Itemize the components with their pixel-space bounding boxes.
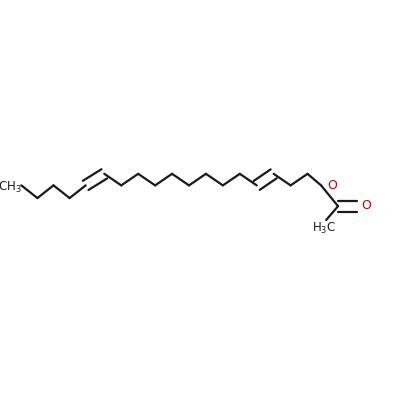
Text: O: O: [327, 179, 337, 192]
Text: H$_3$C: H$_3$C: [312, 221, 336, 236]
Text: CH$_3$: CH$_3$: [0, 180, 22, 195]
Text: O: O: [362, 199, 372, 212]
